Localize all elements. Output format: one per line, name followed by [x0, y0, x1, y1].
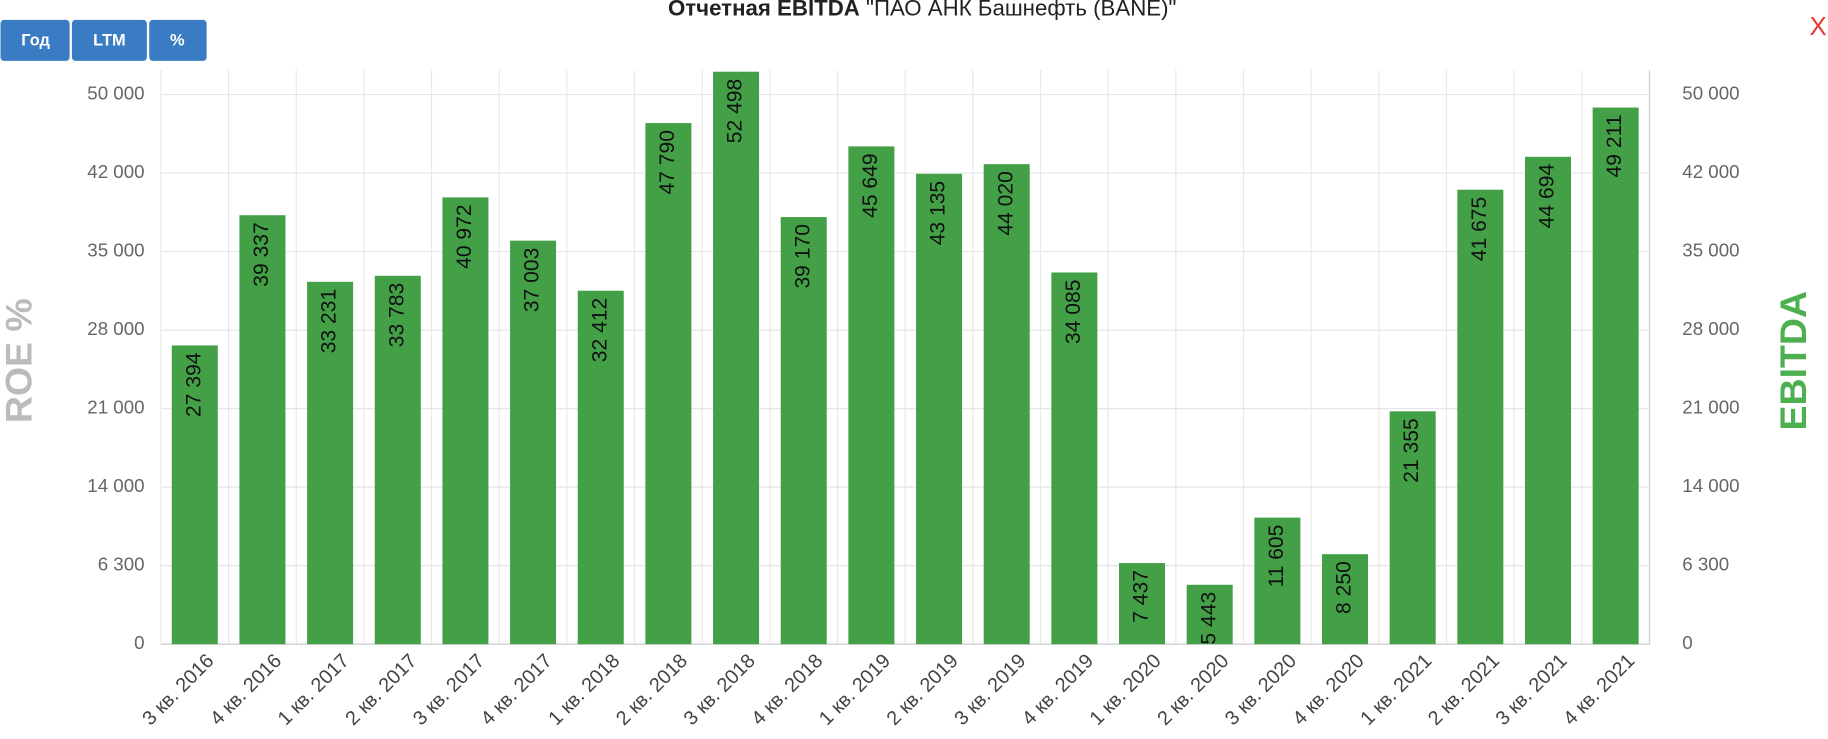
bar [442, 197, 489, 645]
bar [171, 345, 218, 645]
x-tick-label: 2 кв. 2020 [1153, 650, 1233, 730]
x-tick-label: 1 кв. 2020 [1086, 650, 1166, 730]
y-axis-title: ROE % [0, 298, 39, 423]
y2-tick-label: 0 [1682, 632, 1692, 653]
y-tick-label: 6 300 [98, 554, 145, 575]
bar [780, 217, 827, 645]
y-tick-label: 28 000 [87, 318, 144, 339]
y2-tick-label: 6 300 [1682, 554, 1729, 575]
button-bg[interactable] [71, 19, 147, 61]
y-tick-label: 0 [134, 632, 144, 653]
y2-tick-label: 35 000 [1682, 240, 1739, 261]
data-label: 39 170 [791, 224, 814, 288]
data-label: 8 250 [1333, 561, 1356, 614]
chart-title-group: Отчетная EBITDA "ПАО АНК Башнефть (BANE)… [668, 0, 1176, 20]
bar [1524, 156, 1571, 645]
data-label: 41 675 [1468, 197, 1491, 261]
data-label: 33 231 [318, 289, 341, 353]
x-tick-label: 3 кв. 2017 [409, 650, 489, 730]
data-label: 21 355 [1400, 418, 1423, 482]
bar [983, 164, 1030, 645]
y2-axis-title: EBITDA [1772, 291, 1814, 430]
x-tick-label: 1 кв. 2019 [815, 650, 895, 730]
x-tick-label: 4 кв. 2020 [1289, 650, 1369, 730]
data-label: 5 443 [1197, 592, 1220, 645]
button-label[interactable]: LTM [93, 31, 125, 49]
x-tick-label: 3 кв. 2018 [680, 650, 760, 730]
data-label: 27 394 [182, 352, 205, 417]
bar [713, 71, 760, 645]
button-label[interactable]: % [170, 31, 185, 49]
x-tick-label: 4 кв. 2021 [1559, 650, 1639, 730]
x-tick-label: 3 кв. 2020 [1221, 650, 1301, 730]
chart-title: Отчетная EBITDA [668, 0, 860, 20]
data-label: 37 003 [521, 248, 544, 312]
bar [510, 240, 557, 645]
bar [916, 173, 963, 645]
button-label[interactable]: Год [21, 31, 50, 49]
x-tick-label: 4 кв. 2016 [206, 650, 286, 730]
x-tick-label: 4 кв. 2018 [747, 650, 827, 730]
x-tick-label: 4 кв. 2017 [477, 650, 557, 730]
bar [307, 281, 354, 645]
data-label: 40 972 [453, 204, 476, 268]
y2-tick-label: 14 000 [1682, 475, 1739, 496]
data-label: 45 649 [859, 153, 882, 217]
y-tick-label: 50 000 [87, 83, 144, 104]
data-label: 33 783 [385, 283, 408, 347]
bar [1051, 272, 1098, 645]
data-label: 49 211 [1603, 115, 1626, 178]
data-label: 34 085 [1062, 280, 1085, 344]
x-tick-label: 2 кв. 2021 [1424, 650, 1504, 730]
data-label: 11 605 [1265, 525, 1288, 588]
x-tick-label: 1 кв. 2021 [1356, 650, 1436, 730]
x-tick-label: 3 кв. 2019 [950, 650, 1030, 730]
data-label: 7 437 [1130, 570, 1153, 623]
bar [645, 123, 692, 645]
button-bg[interactable] [149, 19, 207, 61]
bar [1592, 107, 1639, 645]
bar [374, 275, 421, 645]
button[interactable]: Год [0, 19, 70, 61]
button-bg[interactable] [0, 19, 70, 61]
y2-tick-label: 42 000 [1682, 161, 1739, 182]
data-label: 44 694 [1536, 164, 1559, 229]
chart-subtitle: "ПАО АНК Башнефть (BANE)" [866, 0, 1176, 20]
x-tick-label: 1 кв. 2018 [544, 650, 624, 730]
x-tick-label: 1 кв. 2017 [274, 650, 354, 730]
bar [1389, 411, 1436, 645]
x-tick-label: 2 кв. 2018 [612, 650, 692, 730]
bar [577, 290, 624, 645]
bar [239, 215, 286, 645]
y-tick-label: 21 000 [87, 397, 144, 418]
y2-tick-label: 50 000 [1682, 83, 1739, 104]
bar [1119, 563, 1166, 645]
x-tick-label: 4 кв. 2019 [1018, 650, 1098, 730]
bar [1186, 584, 1233, 645]
x-tick-label: 2 кв. 2019 [883, 650, 963, 730]
button[interactable]: LTM [71, 19, 147, 61]
x-tick-label: 2 кв. 2017 [341, 650, 421, 730]
bar [1457, 189, 1504, 645]
y-tick-label: 14 000 [87, 475, 144, 496]
data-label: 32 412 [588, 298, 611, 362]
data-label: 39 337 [250, 222, 273, 286]
x-tick-label: 3 кв. 2021 [1492, 650, 1572, 730]
data-label: 43 135 [927, 181, 950, 245]
y-tick-label: 42 000 [87, 161, 144, 182]
close-button[interactable]: X [1810, 13, 1827, 41]
x-tick-label: 3 кв. 2016 [138, 650, 218, 730]
y-tick-label: 35 000 [87, 240, 144, 261]
button[interactable]: % [149, 19, 207, 61]
y2-tick-label: 21 000 [1682, 397, 1739, 418]
data-label: 52 498 [724, 79, 747, 143]
y2-tick-label: 28 000 [1682, 318, 1739, 339]
bar [1322, 554, 1369, 645]
bar [848, 146, 895, 645]
data-label: 44 020 [994, 171, 1017, 235]
bar [1254, 517, 1301, 645]
data-label: 47 790 [656, 130, 679, 194]
